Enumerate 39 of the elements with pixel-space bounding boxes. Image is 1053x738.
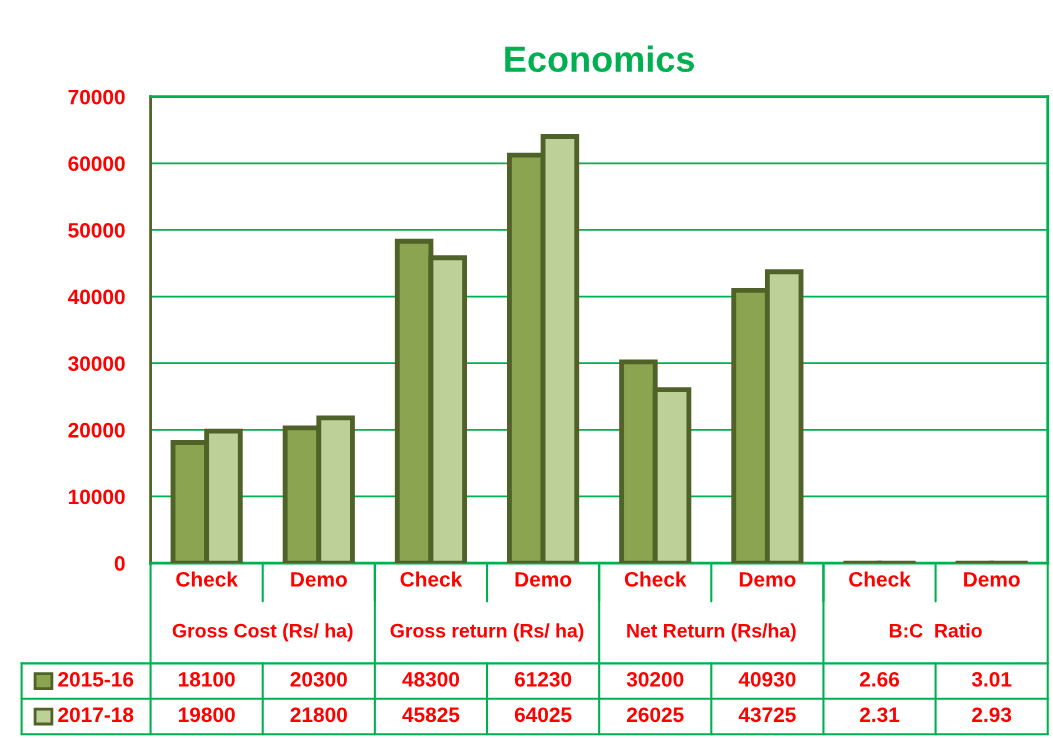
x-tick-label: Demo	[291, 572, 347, 587]
legend-label: 2017-18	[58, 707, 134, 723]
y-tick-label: 0	[114, 556, 125, 571]
x-tick-label: Check	[176, 571, 238, 587]
data-label: 45825	[402, 707, 460, 723]
text: Net Return (Rs/ha)	[627, 623, 796, 642]
text: B:C Ratio	[889, 623, 982, 638]
data-label: 18100	[179, 671, 235, 687]
data-label: 21800	[290, 707, 347, 723]
data-label: 61230	[514, 671, 572, 687]
y-tick-label: 30000	[68, 356, 125, 371]
data-label: 19800	[179, 707, 235, 723]
data-label: 30200	[626, 671, 684, 687]
chart-title: Economics	[505, 45, 695, 73]
x-tick-label: Demo	[964, 572, 1020, 587]
y-tick-label: 70000	[68, 89, 125, 105]
y-tick-label: 40000	[67, 289, 125, 305]
data-label: 2.66	[859, 671, 900, 687]
data-label: 43725	[738, 707, 796, 723]
y-tick-label: 20000	[68, 422, 125, 438]
data-label: 3.01	[971, 671, 1012, 687]
data-label: 40930	[738, 671, 796, 687]
data-label: 2.31	[859, 707, 900, 723]
legend-label: 2015-16	[58, 671, 134, 687]
x-tick-label: Check	[849, 571, 911, 587]
x-tick-label: Demo	[515, 572, 572, 587]
text: Gross return (Rs/ ha)	[390, 623, 584, 642]
data-label: 64025	[514, 707, 572, 723]
data-label: 20300	[290, 671, 347, 687]
y-tick-label: 60000	[68, 156, 125, 172]
x-tick-label: Check	[624, 571, 687, 587]
x-tick-label: Check	[400, 571, 463, 587]
data-label: 2.93	[972, 707, 1012, 723]
y-tick-label: 50000	[68, 222, 125, 238]
text: Gross Cost (Rs/ ha)	[172, 623, 353, 642]
data-label: 48300	[402, 671, 460, 687]
y-tick-label: 10000	[68, 489, 125, 505]
x-tick-label: Demo	[739, 572, 796, 587]
data-label: 26025	[626, 707, 684, 723]
